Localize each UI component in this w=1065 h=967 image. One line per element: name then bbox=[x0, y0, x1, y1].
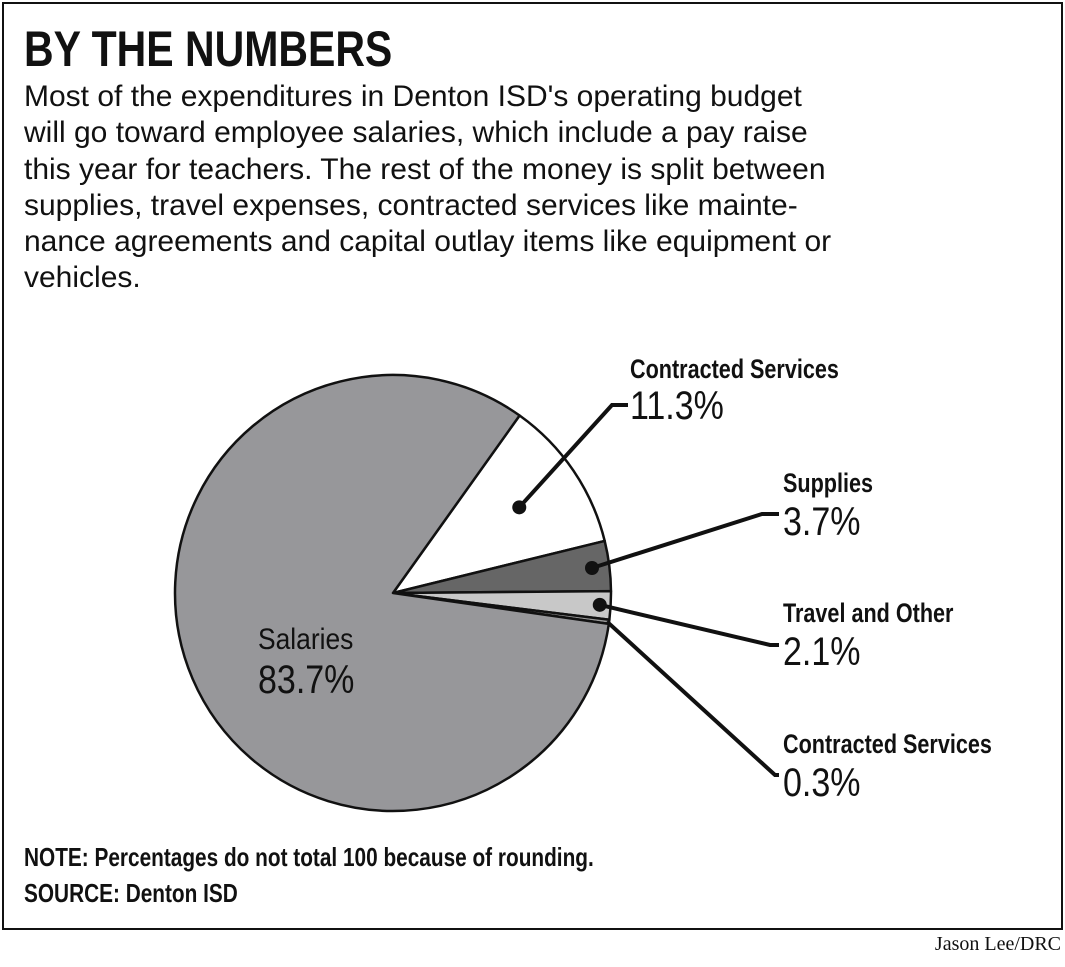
slice-label: Salaries bbox=[258, 623, 354, 656]
graphic-frame bbox=[2, 2, 1063, 930]
slice-value: 83.7% bbox=[258, 658, 355, 702]
leader-dot bbox=[512, 500, 527, 515]
leader-dot bbox=[592, 597, 607, 612]
description-line: supplies, travel expenses, contracted se… bbox=[24, 188, 798, 222]
note: NOTE: Percentages do not total 100 becau… bbox=[24, 842, 594, 872]
description-line: vehicles. bbox=[24, 261, 141, 295]
description-line: Most of the expenditures in Denton ISD's… bbox=[24, 80, 802, 113]
leader-line bbox=[605, 620, 779, 777]
slice-label: Supplies bbox=[783, 468, 874, 498]
slice-value: 3.7% bbox=[783, 500, 861, 544]
pie-slice bbox=[391, 414, 606, 595]
chart-title: BY THE NUMBERS bbox=[24, 21, 393, 77]
leader-dot bbox=[584, 561, 599, 576]
slice-value: 0.3% bbox=[783, 761, 861, 805]
leader-line bbox=[517, 403, 628, 509]
slice-value: 2.1% bbox=[783, 630, 861, 674]
description-line: will go toward employee salaries, which … bbox=[24, 116, 808, 150]
description-line: nance agreements and capital outlay item… bbox=[24, 225, 832, 259]
slice-label: Contracted Services bbox=[783, 729, 992, 759]
slice-value: 11.3% bbox=[630, 384, 724, 428]
leader-line bbox=[591, 512, 779, 570]
description-line: this year for teachers. The rest of the … bbox=[24, 152, 826, 186]
pie-slice bbox=[173, 373, 611, 813]
slice-label: Contracted Services bbox=[630, 354, 839, 384]
source: SOURCE: Denton ISD bbox=[24, 878, 238, 908]
description: Most of the expenditures in Denton ISD's… bbox=[24, 79, 1044, 297]
credit: Jason Lee/DRC bbox=[934, 933, 1061, 955]
slice-label: Travel and Other bbox=[783, 598, 954, 628]
leader-line bbox=[599, 602, 779, 647]
